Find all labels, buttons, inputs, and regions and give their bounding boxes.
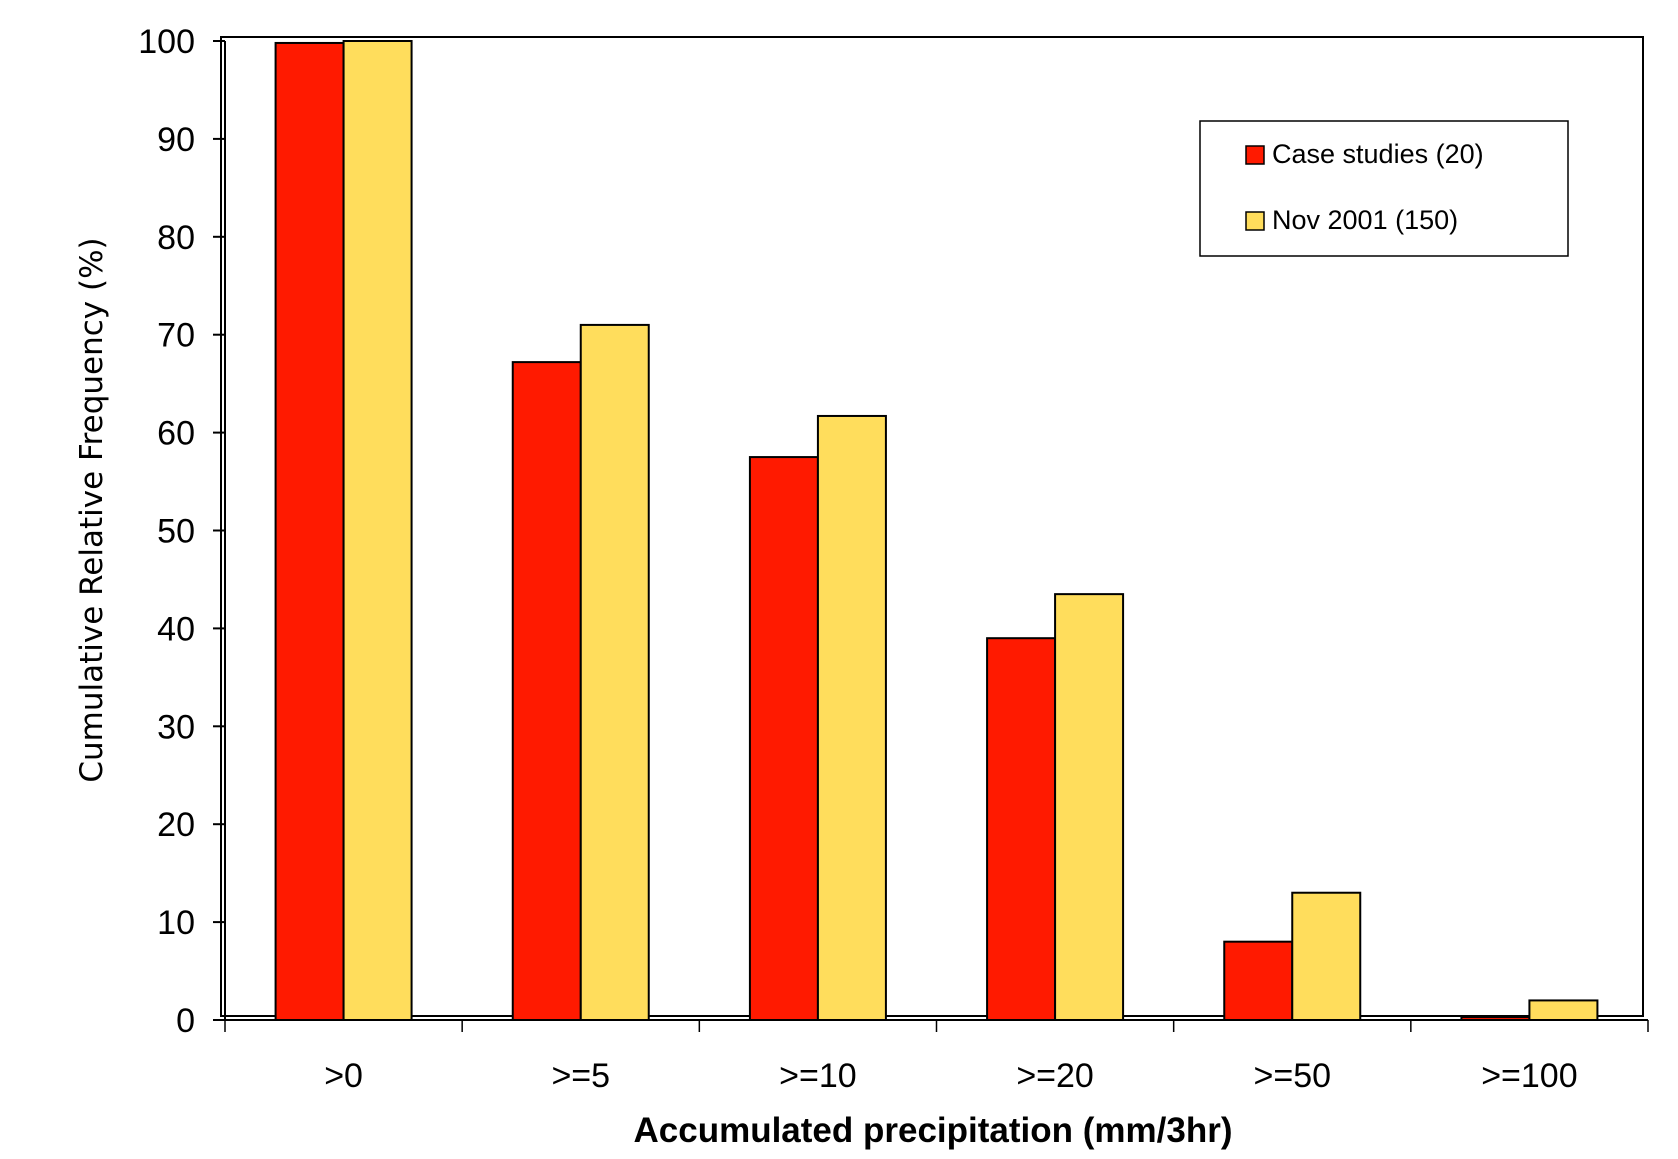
- bar-case-studies-1: [511, 361, 582, 1021]
- legend-swatch: [1245, 145, 1265, 165]
- x-tick-label: >=20: [1016, 1057, 1094, 1095]
- y-tick-label: 30: [157, 708, 195, 746]
- bar-nov-2001-4: [1291, 891, 1362, 1021]
- legend-swatch: [1245, 211, 1265, 231]
- y-tick-labels: 0 10 20 30 40 50 60 70 80 90 100: [138, 23, 195, 1040]
- legend-box: [1199, 120, 1569, 257]
- bar-case-studies-4: [1223, 940, 1294, 1021]
- y-tick-label: 60: [157, 415, 195, 453]
- bar-nov-2001-3: [1054, 593, 1125, 1021]
- y-tick-label: 100: [138, 23, 195, 61]
- y-tick-label: 10: [157, 904, 195, 942]
- bar-case-studies-3: [986, 637, 1057, 1021]
- bar-nov-2001-5: [1528, 999, 1599, 1021]
- y-tick-label: 40: [157, 610, 195, 648]
- legend: Case studies (20) Nov 2001 (150): [1199, 120, 1569, 257]
- x-tick-label: >=10: [779, 1057, 857, 1095]
- x-axis-label: Accumulated precipitation (mm/3hr): [634, 1111, 1233, 1150]
- y-tick-label: 80: [157, 219, 195, 257]
- y-tick-label: 20: [157, 806, 195, 844]
- y-axis-label: Cumulative Relative Frequency (%): [74, 237, 110, 782]
- y-tick-label: 0: [176, 1002, 195, 1040]
- x-tick-label: >=100: [1481, 1057, 1577, 1095]
- bar-nov-2001-1: [579, 323, 650, 1022]
- bar-nov-2001-0: [342, 40, 413, 1021]
- legend-label: Case studies (20): [1272, 139, 1484, 169]
- x-tick-label: >=50: [1253, 1057, 1331, 1095]
- bar-nov-2001-2: [816, 414, 887, 1022]
- bar-case-studies-0: [274, 41, 345, 1021]
- bars-group: [274, 40, 1599, 1022]
- y-tick-label: 50: [157, 513, 195, 551]
- legend-label: Nov 2001 (150): [1272, 205, 1458, 235]
- axes-group: [213, 40, 1649, 1032]
- x-tick-label: >0: [324, 1057, 363, 1095]
- bar-case-studies-2: [748, 456, 819, 1021]
- x-tick-labels: >0 >=5 >=10 >=20 >=50 >=100: [324, 1057, 1577, 1095]
- y-tick-label: 90: [157, 121, 195, 159]
- x-tick-label: >=5: [551, 1057, 610, 1095]
- y-tick-label: 70: [157, 317, 195, 355]
